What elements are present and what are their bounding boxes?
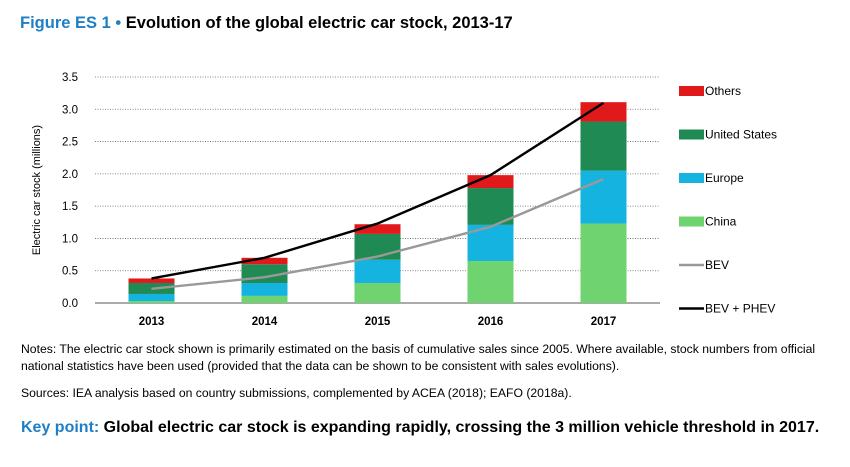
bar-others (354, 224, 401, 234)
chart-sources: Sources: IEA analysis based on country s… (21, 386, 572, 400)
y-tick-label: 2.5 (62, 137, 78, 149)
key-point-text: Global electric car stock is expanding r… (103, 419, 820, 436)
legend-swatch (679, 129, 704, 140)
bar-europe (128, 293, 175, 302)
key-point: Key point: Global electric car stock is … (21, 417, 846, 439)
y-tick-label: 3.5 (62, 72, 78, 84)
legend-swatch (679, 173, 704, 183)
legend-label: Europe (705, 171, 744, 185)
y-tick-label: 1.5 (62, 201, 78, 213)
bar-china (128, 301, 175, 303)
bar-others (467, 175, 514, 189)
legend-swatch (679, 216, 704, 227)
y-axis-label: Electric car stock (millions) (31, 125, 43, 255)
bar-united-states (580, 121, 627, 171)
bar-others (580, 102, 627, 122)
figure-label: Figure ES 1 (20, 14, 111, 32)
legend-label: BEV (705, 258, 729, 272)
legend-label: BEV + PHEV (705, 302, 775, 316)
x-tick-label: 2013 (139, 316, 165, 328)
bar-others (128, 278, 175, 283)
key-point-label: Key point: (21, 419, 100, 436)
bar-china (241, 295, 288, 303)
x-tick-label: 2015 (365, 316, 391, 328)
stacked-bar-chart: 0.0 0.5 1.0 1.5 2.0 2.5 3.0 3.5 Electric car sto… (31, 72, 777, 328)
bar-europe (354, 259, 401, 283)
x-tick-label: 2014 (252, 316, 278, 328)
title-bullet: • (115, 14, 122, 32)
x-tick-label: 2016 (478, 316, 504, 328)
x-tick-label: 2017 (591, 316, 617, 328)
y-tick-label: 3.0 (62, 104, 78, 116)
bar-china (580, 223, 627, 303)
bar-china (467, 261, 514, 303)
bar-others (241, 257, 288, 265)
figure-title: Figure ES 1 • Evolution of the global el… (20, 14, 513, 33)
line-bev-phev (151, 101, 605, 280)
bar-europe (241, 282, 288, 296)
y-tick-label: 0.0 (62, 298, 78, 310)
legend-label: China (705, 215, 737, 229)
chart-notes: Notes: The electric car stock shown is p… (21, 342, 816, 373)
y-tick-label: 0.5 (62, 266, 78, 278)
y-tick-label: 2.0 (62, 169, 78, 181)
bar-europe (580, 170, 627, 224)
bar-china (354, 282, 401, 303)
legend-swatch (679, 86, 704, 96)
line-bev (151, 177, 604, 290)
legend-label: United States (705, 128, 777, 142)
bar-united-states (467, 188, 514, 225)
y-tick-label: 1.0 (62, 233, 78, 245)
legend-label: Others (705, 84, 741, 98)
figure-title-text: Evolution of the global electric car sto… (125, 14, 513, 32)
